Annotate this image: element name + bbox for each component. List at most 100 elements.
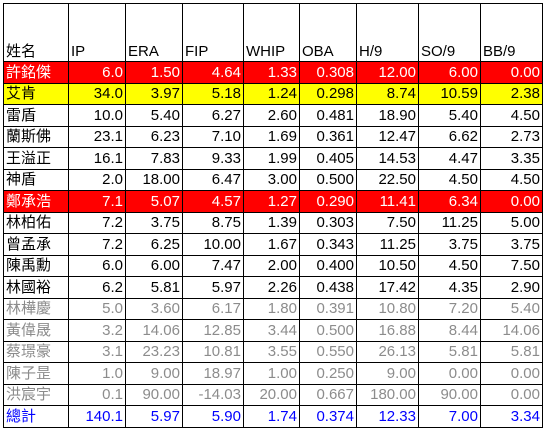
cell-ip[interactable]: 6.0 bbox=[68, 61, 126, 84]
cell-fip[interactable]: 7.10 bbox=[182, 125, 244, 149]
cell-bb9[interactable]: 5.00 bbox=[480, 211, 543, 235]
cell-h9[interactable]: 16.88 bbox=[356, 319, 419, 342]
cell-h9[interactable]: 7.50 bbox=[356, 211, 419, 235]
cell-era[interactable]: 6.23 bbox=[125, 125, 183, 149]
cell-fip[interactable]: 6.17 bbox=[182, 297, 244, 321]
cell-bb9[interactable]: 3.34 bbox=[480, 405, 543, 428]
header-name[interactable]: 姓名 bbox=[3, 2, 69, 63]
cell-so9[interactable]: 7.20 bbox=[418, 297, 481, 321]
cell-h9[interactable]: 22.50 bbox=[356, 168, 419, 192]
cell-ip[interactable]: 3.2 bbox=[68, 319, 126, 342]
cell-name[interactable]: 艾肯 bbox=[3, 82, 69, 106]
cell-h9[interactable]: 17.42 bbox=[356, 276, 419, 299]
cell-name[interactable]: 林樺慶 bbox=[3, 297, 69, 321]
cell-so9[interactable]: 90.00 bbox=[418, 383, 481, 407]
cell-h9[interactable]: 180.00 bbox=[356, 383, 419, 407]
cell-oba[interactable]: 0.361 bbox=[299, 125, 357, 149]
cell-bb9[interactable]: 5.40 bbox=[480, 297, 543, 321]
cell-fip[interactable]: 5.97 bbox=[182, 276, 244, 299]
cell-fip[interactable]: 5.18 bbox=[182, 82, 244, 106]
cell-oba[interactable]: 0.250 bbox=[299, 362, 357, 385]
cell-whip[interactable]: 1.99 bbox=[243, 147, 300, 170]
header-whip[interactable]: WHIP bbox=[243, 2, 300, 63]
cell-so9[interactable]: 3.75 bbox=[418, 233, 481, 256]
cell-h9[interactable]: 11.25 bbox=[356, 233, 419, 256]
cell-fip[interactable]: 18.97 bbox=[182, 362, 244, 385]
cell-so9[interactable]: 4.50 bbox=[418, 168, 481, 192]
cell-h9[interactable]: 8.74 bbox=[356, 82, 419, 106]
cell-era[interactable]: 7.83 bbox=[125, 147, 183, 170]
cell-so9[interactable]: 6.62 bbox=[418, 125, 481, 149]
cell-era[interactable]: 5.07 bbox=[125, 190, 183, 213]
cell-oba[interactable]: 0.438 bbox=[299, 276, 357, 299]
cell-whip[interactable]: 1.80 bbox=[243, 297, 300, 321]
cell-oba[interactable]: 0.290 bbox=[299, 190, 357, 213]
cell-oba[interactable]: 0.667 bbox=[299, 383, 357, 407]
header-so9[interactable]: SO/9 bbox=[418, 2, 481, 63]
cell-fip[interactable]: 9.33 bbox=[182, 147, 244, 170]
cell-bb9[interactable]: 2.38 bbox=[480, 82, 543, 106]
cell-h9[interactable]: 10.50 bbox=[356, 254, 419, 278]
cell-ip[interactable]: 7.2 bbox=[68, 211, 126, 235]
cell-ip[interactable]: 5.0 bbox=[68, 297, 126, 321]
cell-ip[interactable]: 0.1 bbox=[68, 383, 126, 407]
cell-h9[interactable]: 12.00 bbox=[356, 61, 419, 84]
cell-oba[interactable]: 0.303 bbox=[299, 211, 357, 235]
cell-name[interactable]: 神盾 bbox=[3, 168, 69, 192]
cell-so9[interactable]: 6.00 bbox=[418, 61, 481, 84]
cell-oba[interactable]: 0.481 bbox=[299, 104, 357, 127]
cell-whip[interactable]: 3.00 bbox=[243, 168, 300, 192]
cell-bb9[interactable]: 0.00 bbox=[480, 190, 543, 213]
cell-name[interactable]: 陳禹勳 bbox=[3, 254, 69, 278]
cell-whip[interactable]: 1.00 bbox=[243, 362, 300, 385]
cell-era[interactable]: 3.75 bbox=[125, 211, 183, 235]
cell-ip[interactable]: 10.0 bbox=[68, 104, 126, 127]
header-h9[interactable]: H/9 bbox=[356, 2, 419, 63]
cell-bb9[interactable]: 0.00 bbox=[480, 61, 543, 84]
cell-name[interactable]: 總計 bbox=[3, 405, 69, 428]
cell-oba[interactable]: 0.391 bbox=[299, 297, 357, 321]
cell-name[interactable]: 黃偉晟 bbox=[3, 319, 69, 342]
cell-bb9[interactable]: 2.73 bbox=[480, 125, 543, 149]
cell-so9[interactable]: 5.81 bbox=[418, 340, 481, 364]
cell-h9[interactable]: 12.33 bbox=[356, 405, 419, 428]
cell-so9[interactable]: 7.00 bbox=[418, 405, 481, 428]
cell-oba[interactable]: 0.400 bbox=[299, 254, 357, 278]
cell-so9[interactable]: 4.50 bbox=[418, 254, 481, 278]
cell-oba[interactable]: 0.298 bbox=[299, 82, 357, 106]
cell-oba[interactable]: 0.550 bbox=[299, 340, 357, 364]
cell-name[interactable]: 鄭承浩 bbox=[3, 190, 69, 213]
cell-name[interactable]: 蔡璟豪 bbox=[3, 340, 69, 364]
cell-era[interactable]: 5.97 bbox=[125, 405, 183, 428]
cell-oba[interactable]: 0.405 bbox=[299, 147, 357, 170]
cell-oba[interactable]: 0.500 bbox=[299, 319, 357, 342]
cell-era[interactable]: 6.25 bbox=[125, 233, 183, 256]
cell-ip[interactable]: 6.0 bbox=[68, 254, 126, 278]
cell-whip[interactable]: 3.44 bbox=[243, 319, 300, 342]
cell-oba[interactable]: 0.308 bbox=[299, 61, 357, 84]
cell-so9[interactable]: 5.40 bbox=[418, 104, 481, 127]
cell-so9[interactable]: 0.00 bbox=[418, 362, 481, 385]
cell-fip[interactable]: 5.90 bbox=[182, 405, 244, 428]
header-fip[interactable]: FIP bbox=[182, 2, 244, 63]
cell-fip[interactable]: 12.85 bbox=[182, 319, 244, 342]
cell-ip[interactable]: 34.0 bbox=[68, 82, 126, 106]
cell-so9[interactable]: 4.35 bbox=[418, 276, 481, 299]
cell-whip[interactable]: 20.00 bbox=[243, 383, 300, 407]
cell-bb9[interactable]: 0.00 bbox=[480, 383, 543, 407]
cell-fip[interactable]: 6.47 bbox=[182, 168, 244, 192]
cell-h9[interactable]: 9.00 bbox=[356, 362, 419, 385]
cell-era[interactable]: 5.40 bbox=[125, 104, 183, 127]
cell-fip[interactable]: 4.57 bbox=[182, 190, 244, 213]
cell-ip[interactable]: 2.0 bbox=[68, 168, 126, 192]
cell-name[interactable]: 許銘傑 bbox=[3, 61, 69, 84]
cell-name[interactable]: 雷盾 bbox=[3, 104, 69, 127]
cell-fip[interactable]: 10.81 bbox=[182, 340, 244, 364]
cell-ip[interactable]: 16.1 bbox=[68, 147, 126, 170]
cell-fip[interactable]: 8.75 bbox=[182, 211, 244, 235]
cell-h9[interactable]: 10.80 bbox=[356, 297, 419, 321]
cell-so9[interactable]: 11.25 bbox=[418, 211, 481, 235]
cell-bb9[interactable]: 5.81 bbox=[480, 340, 543, 364]
cell-name[interactable]: 曾孟承 bbox=[3, 233, 69, 256]
cell-ip[interactable]: 140.1 bbox=[68, 405, 126, 428]
